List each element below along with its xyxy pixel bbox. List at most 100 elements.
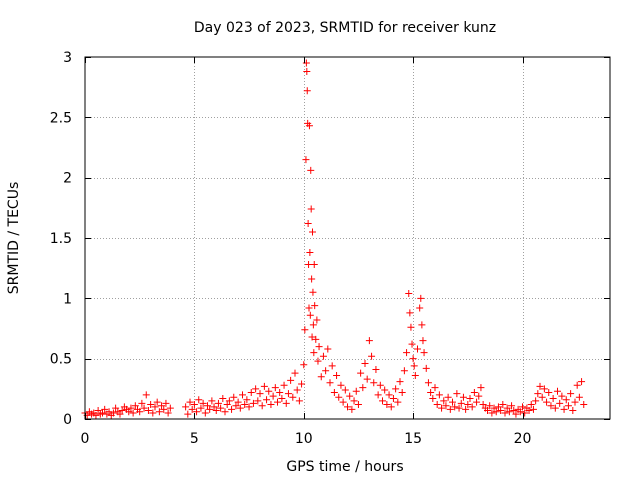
data-point <box>431 384 439 392</box>
data-point <box>195 396 203 404</box>
data-point <box>408 340 416 348</box>
data-point <box>427 388 435 396</box>
data-point <box>419 337 427 345</box>
data-point <box>405 290 413 298</box>
data-point <box>232 402 240 410</box>
data-point <box>510 407 518 415</box>
data-point <box>455 404 463 412</box>
data-point <box>459 393 467 401</box>
chart-title: Day 023 of 2023, SRMTID for receiver kun… <box>194 20 496 36</box>
data-point <box>303 87 311 95</box>
data-point <box>540 385 548 393</box>
data-point <box>406 309 414 317</box>
data-point <box>335 393 343 401</box>
data-point <box>438 404 446 412</box>
data-point <box>164 409 172 417</box>
data-point <box>361 359 369 367</box>
data-point <box>387 403 395 411</box>
data-point <box>201 409 209 417</box>
data-point <box>306 248 314 256</box>
data-point <box>479 401 487 409</box>
data-point <box>394 398 402 406</box>
data-point <box>105 408 113 416</box>
data-point <box>567 390 575 398</box>
data-point <box>160 405 168 413</box>
data-point <box>324 345 332 353</box>
data-point <box>101 405 109 413</box>
data-point <box>354 401 362 409</box>
x-tick-label: 20 <box>514 431 532 447</box>
data-point <box>411 372 419 380</box>
data-point <box>289 393 297 401</box>
x-tick-label: 15 <box>404 431 422 447</box>
data-point <box>322 367 330 375</box>
data-point <box>477 384 485 392</box>
data-point <box>379 397 386 405</box>
data-point <box>578 378 586 386</box>
data-point <box>127 404 135 412</box>
x-tick-label: 5 <box>190 431 199 447</box>
data-point <box>234 398 242 406</box>
data-point <box>305 304 313 312</box>
data-point <box>344 403 351 411</box>
data-point <box>293 386 301 394</box>
data-point <box>184 410 192 418</box>
data-point <box>236 404 244 412</box>
data-point <box>309 228 316 236</box>
data-point <box>136 408 144 416</box>
data-point <box>462 405 470 413</box>
data-point <box>182 403 190 411</box>
data-point <box>311 302 319 310</box>
data-point <box>505 408 513 416</box>
data-point <box>142 391 150 399</box>
data-point <box>503 404 511 412</box>
data-point <box>414 345 421 353</box>
data-point <box>424 379 432 387</box>
data-point <box>516 408 524 416</box>
data-point <box>151 403 159 411</box>
data-point <box>538 393 546 401</box>
data-point <box>252 385 260 393</box>
data-point <box>276 388 284 396</box>
data-point <box>274 398 281 406</box>
data-point <box>241 401 249 409</box>
data-point <box>494 403 502 411</box>
data-point <box>197 404 205 412</box>
data-point <box>410 362 418 370</box>
data-point <box>350 397 358 405</box>
data-point <box>308 333 316 341</box>
data-point <box>155 408 163 416</box>
data-point <box>138 399 146 407</box>
data-point <box>383 401 391 409</box>
data-point <box>490 404 498 412</box>
data-point <box>339 398 347 406</box>
grid-lines <box>85 57 610 419</box>
data-point <box>300 361 308 369</box>
data-point <box>302 156 310 164</box>
data-point <box>308 275 316 283</box>
data-point <box>442 402 450 410</box>
data-point <box>267 401 275 409</box>
y-tick-labels: 0 0.5 1 1.5 2 2.5 3 <box>50 50 72 428</box>
data-point <box>125 408 133 416</box>
data-point <box>305 122 313 130</box>
y-tick-label: 0 <box>63 412 72 428</box>
x-tick-label: 10 <box>295 431 313 447</box>
data-point <box>508 402 516 410</box>
y-axis-title: SRMTID / TECUs <box>6 182 22 295</box>
data-point <box>488 409 496 417</box>
data-point <box>147 401 155 409</box>
data-point <box>352 387 360 395</box>
data-point <box>429 394 437 402</box>
data-point <box>551 404 559 412</box>
data-point <box>416 304 424 312</box>
data-point <box>94 407 102 415</box>
data-point <box>230 393 238 401</box>
data-point <box>457 399 465 407</box>
data-point <box>333 372 341 380</box>
data-point <box>225 397 233 405</box>
data-point <box>302 59 310 67</box>
data-point <box>310 261 318 269</box>
data-point <box>221 408 229 416</box>
